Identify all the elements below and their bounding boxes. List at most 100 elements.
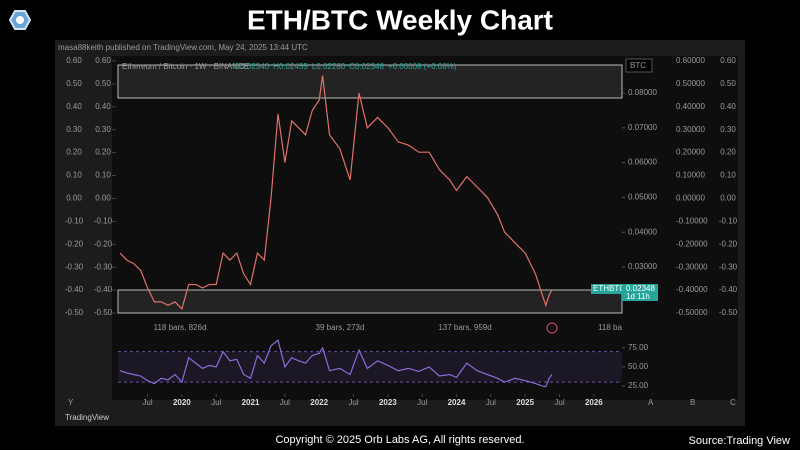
currency: BTC <box>630 61 646 70</box>
legend-title: Ethereum / Bitcoin · 1W · BINANCE <box>122 62 249 71</box>
y2-tick-label: -0.30 <box>65 262 84 271</box>
x-tick-label: 2025 <box>516 398 534 407</box>
corner-label: B <box>690 398 695 407</box>
y2-tick-label: -0.10 <box>94 216 113 225</box>
legend-ohlc: O0.02340 <box>234 62 270 71</box>
alert-icon[interactable] <box>546 322 558 334</box>
y2-tick-label: -0.50000 <box>676 308 708 317</box>
legend-ohlc: +0.00008 (+0.08%) <box>388 62 457 71</box>
y2-tick-label: 0.20 <box>66 148 82 157</box>
y2-tick-label: -0.20 <box>65 239 84 248</box>
range-label: 137 bars, 959d <box>438 323 491 332</box>
y2-tick-label: 0.50 <box>95 79 111 88</box>
y2-tick-label: 0.60 <box>95 56 111 65</box>
y2-tick-label: 0.10 <box>95 171 111 180</box>
y2-tick-label: 0.40 <box>66 102 82 111</box>
range-box <box>117 289 623 314</box>
x-tick-label: Jul <box>142 398 152 407</box>
y2-tick-label: 0.00000 <box>676 194 705 203</box>
x-tick-label: Jul <box>554 398 564 407</box>
y-tick-label: 0.06000 <box>628 158 657 167</box>
x-tick-label: Jul <box>280 398 290 407</box>
x-tick-label: 2020 <box>173 398 191 407</box>
x-tick-label: 2024 <box>448 398 466 407</box>
y2-tick-label: -0.50 <box>65 308 84 317</box>
y2-tick-label: -0.30000 <box>676 262 708 271</box>
y2-tick-label: -0.20 <box>94 239 113 248</box>
y2-tick-label: 0.00 <box>720 194 736 203</box>
y2-tick-label: 0.30 <box>66 125 82 134</box>
copyright: Copyright © 2025 Orb Labs AG, All rights… <box>275 434 524 446</box>
y2-tick-label: -0.30 <box>719 262 738 271</box>
range-box <box>117 64 623 99</box>
y2-tick-label: -0.20000 <box>676 239 708 248</box>
plot-bg <box>112 56 738 400</box>
y2-tick-label: 0.40000 <box>676 102 705 111</box>
x-tick-label: 2023 <box>379 398 397 407</box>
y2-tick-label: -0.40000 <box>676 285 708 294</box>
y2-tick-label: 0.10000 <box>676 171 705 180</box>
y2-tick-label: 0.30 <box>95 125 111 134</box>
byline: masa88keith published on TradingView.com… <box>58 43 308 52</box>
y2-tick-label: 0.20 <box>720 148 736 157</box>
corner-label: A <box>648 398 654 407</box>
logo-dot <box>16 16 24 24</box>
range-label: 118 ba <box>598 323 622 332</box>
x-tick-label: Jul <box>417 398 427 407</box>
y2-tick-label: -0.10 <box>65 216 84 225</box>
y2-tick-label: -0.10000 <box>676 216 708 225</box>
y-tick-label: 0.08000 <box>628 88 657 97</box>
y2-tick-label: -0.40 <box>94 285 113 294</box>
y2-tick-label: 0.60 <box>720 56 736 65</box>
legend-ohlc: L0.02280 <box>312 62 346 71</box>
y2-tick-label: 0.30000 <box>676 125 705 134</box>
y2-tick-label: -0.30 <box>94 262 113 271</box>
y2-tick-label: 0.50000 <box>676 79 705 88</box>
x-tick-label: Jul <box>348 398 358 407</box>
y2-tick-label: 0.00 <box>66 194 82 203</box>
y2-tick-label: -0.40 <box>65 285 84 294</box>
y-tick-label: 0.03000 <box>628 262 657 271</box>
line <box>119 75 553 310</box>
range-label: 39 bars, 273d <box>316 323 365 332</box>
y2-tick-label: 0.40 <box>720 102 736 111</box>
y-tick-label: 0.05000 <box>628 193 657 202</box>
y2-tick-label: 0.20 <box>95 148 111 157</box>
y2-tick-label: -0.10 <box>719 216 738 225</box>
y-tick-label: 75.00 <box>628 343 649 352</box>
source: Source:Trading View <box>689 435 791 447</box>
currency-box <box>625 58 653 73</box>
last-price: 0.02348 <box>626 284 655 293</box>
y2-tick-label: -0.20 <box>719 239 738 248</box>
range-label: 118 bars, 826d <box>154 323 207 332</box>
y2-tick-label: 0.20000 <box>676 148 705 157</box>
y2-tick-label: 0.60 <box>66 56 82 65</box>
brand: TradingView <box>65 413 109 422</box>
y2-tick-label: 0.40 <box>95 102 111 111</box>
y-tick-label: 25.00 <box>628 381 649 390</box>
x-tick-label: 2022 <box>310 398 328 407</box>
legend-ohlc: C0.02348 <box>349 62 384 71</box>
title: ETH/BTC Weekly Chart <box>247 4 553 35</box>
y2-tick-label: 0.10 <box>66 171 82 180</box>
y2-tick-label: 0.00 <box>95 194 111 203</box>
symbol: ETHBTC <box>593 284 625 293</box>
y2-tick-label: 0.50 <box>720 79 736 88</box>
corner-label: Y <box>68 398 74 407</box>
y2-tick-label: -0.40 <box>719 285 738 294</box>
price-tag <box>622 284 658 301</box>
y2-tick-label: -0.50 <box>719 308 738 317</box>
y2-tick-label: 0.60000 <box>676 56 705 65</box>
x-tick-label: Jul <box>211 398 221 407</box>
y2-tick-label: -0.50 <box>94 308 113 317</box>
legend-ohlc: H0.02455 <box>273 62 308 71</box>
y2-tick-label: 0.10 <box>720 171 736 180</box>
y2-tick-label: 0.50 <box>66 79 82 88</box>
y-tick-label: 0.04000 <box>628 227 657 236</box>
corner-label: C <box>730 398 736 407</box>
countdown: 1d 11h <box>626 292 650 301</box>
x-tick-label: 2021 <box>242 398 260 407</box>
symbol-tag <box>591 284 622 294</box>
y-tick-label: 50.00 <box>628 362 649 371</box>
